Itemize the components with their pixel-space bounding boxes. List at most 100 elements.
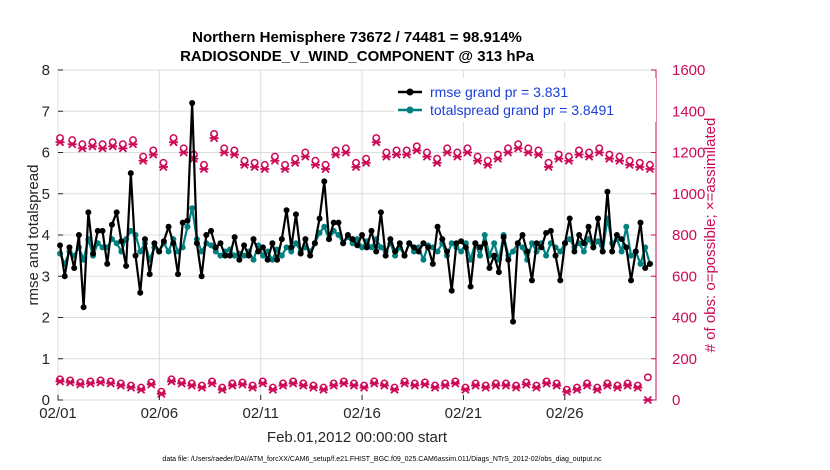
obs-count-high-assimilated-marker — [55, 138, 65, 147]
obs-count-high-assimilated-marker — [280, 164, 290, 174]
rmse-point — [632, 248, 639, 255]
obs-count-high-assimilated-marker — [239, 160, 249, 170]
obs-count-low-assimilated-marker — [511, 383, 521, 392]
rmse-point — [264, 256, 271, 263]
rmse-point — [255, 248, 262, 255]
rmse-point — [123, 262, 130, 269]
obs-count-high-assimilated-marker — [351, 162, 361, 172]
rmse-point — [387, 236, 394, 243]
obs-count-high-assimilated-marker — [179, 148, 189, 157]
rmse-point — [486, 265, 493, 271]
obs-count-low-assimilated-marker — [359, 383, 369, 392]
rmse-point — [443, 248, 450, 255]
rmse-point — [108, 221, 115, 228]
obs-count-high-assimilated-marker — [392, 150, 402, 159]
rmse-point — [259, 244, 266, 251]
rmse-point — [576, 232, 583, 238]
totalspread-point — [623, 223, 630, 230]
obs-count-low-assimilated-marker — [430, 383, 440, 392]
rmse-point — [623, 244, 630, 251]
rmse-point — [481, 240, 488, 247]
obs-count-low-assimilated-marker — [237, 380, 247, 389]
obs-count-high-assimilated-marker — [381, 152, 391, 161]
obs-count-low-assimilated-marker — [227, 381, 237, 390]
rmse-point — [193, 240, 200, 247]
rmse-point — [580, 240, 587, 247]
obs-count-high-assimilated-marker — [199, 164, 209, 174]
obs-count-high-assimilated-marker — [300, 152, 310, 161]
y-left-tick-label: 2 — [42, 310, 50, 327]
obs-count-low-assimilated-marker — [521, 380, 531, 389]
obs-count-high-assimilated-marker — [564, 156, 574, 165]
obs-count-low-assimilated-marker — [612, 383, 622, 392]
rmse-point — [359, 232, 366, 238]
obs-count-high-assimilated-marker — [331, 150, 341, 159]
obs-count-high-assimilated-marker — [138, 156, 148, 165]
rmse-point — [410, 244, 417, 251]
obs-count-low-assimilated-marker — [106, 379, 116, 388]
rmse-point — [349, 236, 356, 243]
obs-count-high-assimilated-marker — [219, 148, 229, 157]
grid — [57, 69, 656, 401]
rmse-point — [85, 209, 92, 216]
obs-count-high-assimilated-marker — [229, 150, 239, 159]
rmse-point — [609, 248, 616, 255]
rmse-point — [472, 240, 479, 247]
obs-count-low-assimilated-marker — [501, 381, 511, 390]
totalspread-point — [217, 252, 224, 259]
rmse-point — [566, 215, 573, 222]
obs-count-low-assimilated-marker — [410, 381, 420, 390]
rmse-point — [495, 269, 502, 276]
rmse-point — [269, 240, 276, 247]
y-left-tick-label: 1 — [42, 351, 50, 368]
totalspread-point — [189, 205, 196, 212]
totalspread-point — [113, 240, 120, 247]
obs-count-low-assimilated-marker — [400, 379, 410, 388]
totalspread-point — [420, 256, 427, 263]
obs-count-low-assimilated-marker — [177, 379, 187, 388]
rmse-point — [203, 232, 210, 238]
data-file-footnote: data file: /Users/raeder/DAI/ATM_forcXX/… — [162, 456, 602, 463]
obs-count-high-assimilated-marker — [371, 138, 381, 147]
obs-count-low-assimilated-marker — [197, 383, 207, 392]
totalspread-point — [377, 244, 384, 251]
obs-count-high-assimilated-marker — [574, 150, 584, 159]
rmse-point — [66, 244, 73, 251]
totalspread-point — [519, 244, 526, 251]
totalspread-point — [510, 248, 517, 255]
obs-count-low-assimilated-marker — [319, 385, 329, 394]
rmse-point — [189, 100, 196, 106]
y-right-tick-label: 1600 — [672, 62, 705, 79]
obs-count-low-assimilated-marker — [136, 385, 146, 394]
rmse-point — [415, 248, 422, 255]
rmse-point — [326, 236, 333, 243]
totalspread-point — [321, 223, 328, 230]
totalspread-point — [637, 260, 644, 267]
obs-count-low-assimilated-marker — [278, 381, 288, 390]
y-right-tick-label: 600 — [672, 268, 697, 285]
rmse-point — [132, 252, 139, 259]
obs-count-high-assimilated-marker — [250, 162, 260, 172]
rmse-point — [231, 234, 238, 241]
totalspread-point — [448, 240, 455, 247]
totalspread-point — [241, 252, 248, 259]
rmse-point — [236, 256, 243, 263]
legend-spread-marker — [406, 106, 414, 114]
obs-count-low-assimilated-marker — [55, 377, 65, 386]
rmse-point — [491, 252, 498, 259]
obs-count-high-assimilated-marker — [310, 160, 320, 170]
obs-count-high-assimilated-marker — [260, 164, 270, 174]
obs-count-high-assimilated-marker — [341, 148, 351, 157]
obs-count-low-assimilated-marker — [329, 381, 339, 390]
obs-count-low-assimilated-marker — [268, 385, 278, 394]
rmse-point — [222, 252, 229, 259]
obs-count-low-assimilated-marker — [217, 385, 227, 394]
y-right-tick-label: 1200 — [672, 145, 705, 162]
obs-count-low-possible-marker — [643, 373, 652, 382]
y-left-tick-label: 7 — [42, 103, 50, 120]
totalspread-point — [269, 256, 276, 263]
rmse-point — [344, 232, 351, 238]
obs-count-low-assimilated-marker — [248, 383, 258, 392]
rmse-point — [208, 227, 215, 234]
rmse-point — [118, 238, 125, 245]
